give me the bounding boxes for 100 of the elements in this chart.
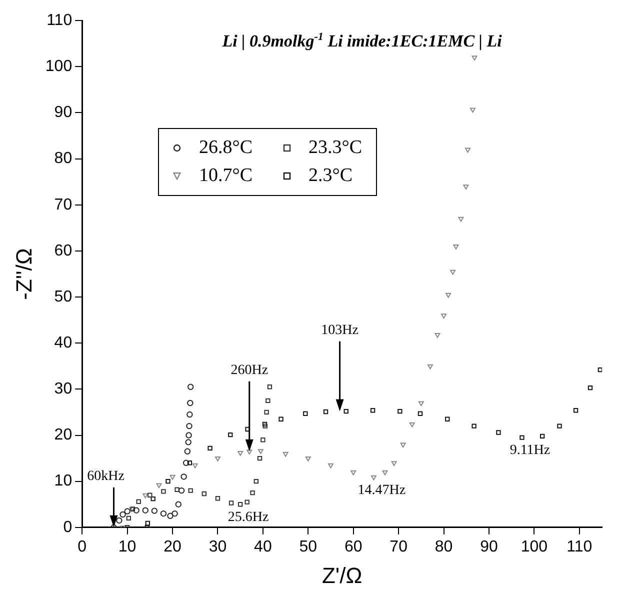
point (150, 496, 156, 502)
point (278, 416, 284, 422)
point (214, 456, 220, 462)
point (266, 398, 270, 404)
x-tick-label: 10 (118, 538, 136, 556)
point (370, 475, 376, 480)
point (133, 507, 140, 514)
y-tick-label: 30 (54, 380, 72, 398)
point (180, 474, 187, 480)
point (208, 446, 212, 450)
point (434, 333, 440, 338)
point (182, 460, 190, 466)
annotation: 260Hz (230, 363, 268, 378)
point (202, 491, 206, 496)
x-axis-title: Z'/Ω (322, 562, 362, 588)
point (187, 384, 194, 390)
point (305, 456, 311, 462)
annotation: 14.47Hz (358, 482, 406, 498)
point (409, 422, 415, 428)
x-tick-label: 50 (299, 538, 318, 556)
legend-label: 23.3°C (308, 137, 362, 159)
x-tick-label: 80 (434, 538, 453, 556)
point (166, 478, 170, 484)
point (427, 364, 433, 370)
y-tick-label: 80 (54, 150, 72, 168)
point (588, 385, 593, 390)
y-axis-title: -Z''/Ω (11, 248, 36, 300)
point (160, 510, 167, 517)
point (126, 516, 131, 521)
annotation: 60kHz (87, 469, 124, 484)
point (228, 500, 234, 506)
point (418, 411, 423, 416)
point (187, 460, 192, 466)
point (142, 493, 148, 498)
annotation: 25.6Hz (228, 510, 269, 526)
x-tick-label: 0 (78, 538, 87, 556)
point (254, 478, 258, 484)
point (215, 496, 220, 501)
x-tick-label: 40 (254, 538, 272, 556)
y-tick-label: 0 (63, 518, 72, 536)
point (323, 409, 328, 414)
point (142, 507, 148, 514)
point (167, 512, 174, 519)
point (186, 411, 193, 418)
legend-label: 10.7°C (199, 165, 253, 187)
point (382, 470, 388, 476)
point (370, 408, 376, 413)
point (598, 367, 602, 372)
y-tick-label: 10 (54, 472, 72, 490)
point (557, 424, 562, 428)
y-tick-label: 60 (54, 242, 72, 260)
x-tick-label: 60 (344, 538, 362, 556)
y-tick-label: 100 (45, 58, 72, 76)
y-tick-label: 40 (54, 334, 72, 352)
x-tick-label: 30 (208, 538, 227, 556)
point (472, 424, 476, 428)
point (145, 520, 150, 526)
point (172, 510, 178, 517)
legend-label: 2.3°C (308, 165, 353, 187)
point (175, 501, 182, 508)
point (450, 270, 456, 275)
point (244, 500, 250, 504)
point (187, 400, 194, 406)
point (186, 422, 192, 430)
point (445, 416, 450, 422)
point (184, 448, 191, 454)
point (446, 292, 452, 298)
y-tick-label: 70 (54, 196, 72, 214)
point (282, 452, 288, 457)
y-tick-label: 20 (54, 426, 72, 444)
point (170, 474, 176, 480)
point (185, 439, 192, 446)
x-tick-label: 20 (164, 538, 182, 556)
point (520, 435, 524, 440)
legend-label: 26.8°C (199, 137, 253, 159)
y-tick-label: 90 (54, 104, 72, 122)
point (188, 488, 193, 493)
x-tick-label: 100 (520, 538, 548, 556)
point (344, 408, 348, 414)
point (267, 384, 272, 390)
point (151, 508, 158, 514)
point (192, 463, 198, 468)
point (470, 108, 476, 113)
point (458, 216, 464, 222)
point (303, 411, 308, 416)
point (463, 184, 469, 190)
annotation: 9.11Hz (510, 443, 550, 458)
point (260, 438, 266, 442)
y-tick-label: 50 (54, 288, 72, 306)
x-tick-label: 110 (566, 538, 592, 556)
point (174, 487, 180, 492)
point (186, 432, 192, 438)
point (246, 450, 252, 454)
x-tick-label: 70 (390, 538, 408, 556)
point (418, 401, 424, 406)
point (178, 487, 185, 494)
point (238, 450, 244, 456)
point (441, 314, 447, 319)
y-tick-label: 110 (46, 12, 72, 30)
point (136, 499, 141, 504)
